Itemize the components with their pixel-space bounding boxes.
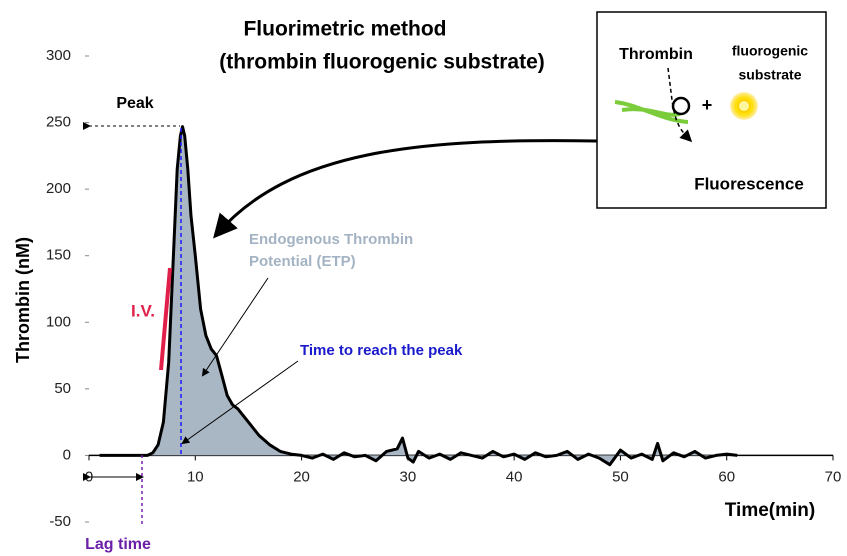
- y-tick-label: 0: [63, 446, 71, 463]
- area: [99, 126, 738, 465]
- lag-label: Lag time: [85, 536, 151, 553]
- inset-arrow: [213, 139, 598, 239]
- x-tick-label: 50: [612, 468, 629, 485]
- y-tick-label: 200: [46, 180, 71, 197]
- y-tick-label: 100: [46, 313, 71, 330]
- x-axis-label: Time(min): [725, 500, 815, 521]
- etp-label: Endogenous Thrombin: [249, 231, 413, 248]
- ttp-arrow: [181, 360, 299, 445]
- y-tick-label: 300: [46, 47, 71, 64]
- chart-subtitle: (thrombin fluorogenic substrate): [219, 51, 545, 74]
- x-tick-label: 60: [718, 468, 735, 485]
- inset-thrombin: Thrombin: [619, 46, 693, 63]
- inset-substrate: fluorogenic: [732, 43, 808, 59]
- substrate-circle: [671, 96, 691, 116]
- y-tick-label: 250: [46, 114, 71, 131]
- fluor-core: [737, 99, 751, 113]
- etp-label: Potential (ETP): [249, 253, 356, 270]
- x-tick-label: 70: [825, 468, 842, 485]
- x-tick-label: 20: [293, 468, 310, 485]
- x-tick-label: 40: [506, 468, 523, 485]
- thrombin-shape: [614, 100, 689, 124]
- cleave-arrow: [667, 67, 693, 143]
- y-axis-label: Thrombin (nM): [13, 237, 33, 363]
- iv-slope: [159, 267, 172, 371]
- x-tick-label: 30: [400, 468, 417, 485]
- inset-result: Fluorescence: [694, 174, 804, 193]
- x-tick-label: 10: [187, 468, 204, 485]
- y-tick-label: 50: [54, 380, 71, 397]
- inset-substrate: substrate: [738, 67, 801, 83]
- peak-label: Peak: [116, 95, 153, 112]
- etp-arrow: [201, 277, 269, 377]
- y-tick-label: 150: [46, 247, 71, 264]
- ttp-label: Time to reach the peak: [300, 342, 463, 359]
- y-tick-label: -50: [49, 513, 71, 530]
- inset-plus: +: [702, 95, 713, 115]
- iv-label: I.V.: [131, 301, 155, 320]
- chart-title: Fluorimetric method: [243, 18, 446, 41]
